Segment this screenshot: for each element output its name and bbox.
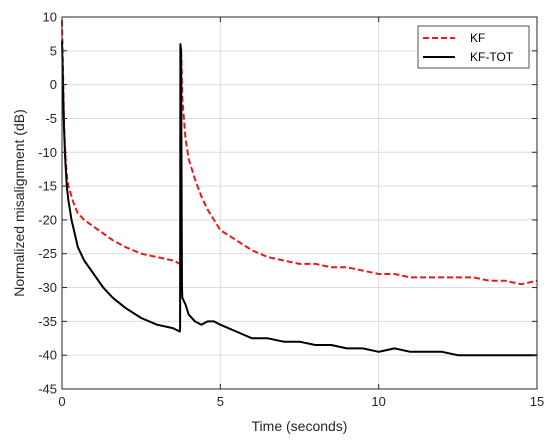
legend-box bbox=[417, 25, 530, 69]
tick-labels: 0 5 10 15 10 5 0 -5 -10 -15 -20 -25 -30 -35 -40 -45 bbox=[38, 10, 544, 410]
y-tick-label: -40 bbox=[38, 348, 57, 363]
x-axis-label: Time (seconds) bbox=[252, 418, 348, 434]
x-tick-label: 15 bbox=[530, 394, 544, 409]
series-line-kf-tot bbox=[61, 40, 537, 357]
series-layer bbox=[61, 20, 538, 357]
plot-frame bbox=[61, 16, 538, 390]
y-tick-label: -15 bbox=[38, 179, 57, 194]
y-tick-label: -35 bbox=[38, 314, 57, 329]
y-tick-label: 0 bbox=[50, 77, 57, 92]
legend: KF KF-TOT bbox=[417, 25, 530, 69]
y-tick-label: 10 bbox=[43, 10, 57, 25]
y-tick-label: -25 bbox=[38, 246, 57, 261]
legend-label-kf: KF bbox=[470, 31, 485, 45]
y-tick-label: -10 bbox=[38, 145, 57, 160]
y-tick-label: -45 bbox=[38, 382, 57, 397]
x-tick-label: 0 bbox=[58, 394, 65, 409]
x-tick-label: 10 bbox=[371, 394, 385, 409]
y-tick-label: 5 bbox=[50, 43, 57, 58]
y-tick-label: -20 bbox=[38, 212, 57, 227]
x-tick-label: 5 bbox=[217, 394, 224, 409]
y-tick-label: -30 bbox=[38, 280, 57, 295]
series-line-kf bbox=[61, 20, 538, 286]
plot-background bbox=[62, 17, 537, 389]
y-axis-label: Normalized misalignment (dB) bbox=[11, 109, 27, 297]
y-tick-label: -5 bbox=[45, 111, 57, 126]
ticks bbox=[61, 16, 538, 390]
legend-label-kf-tot: KF-TOT bbox=[470, 50, 514, 64]
